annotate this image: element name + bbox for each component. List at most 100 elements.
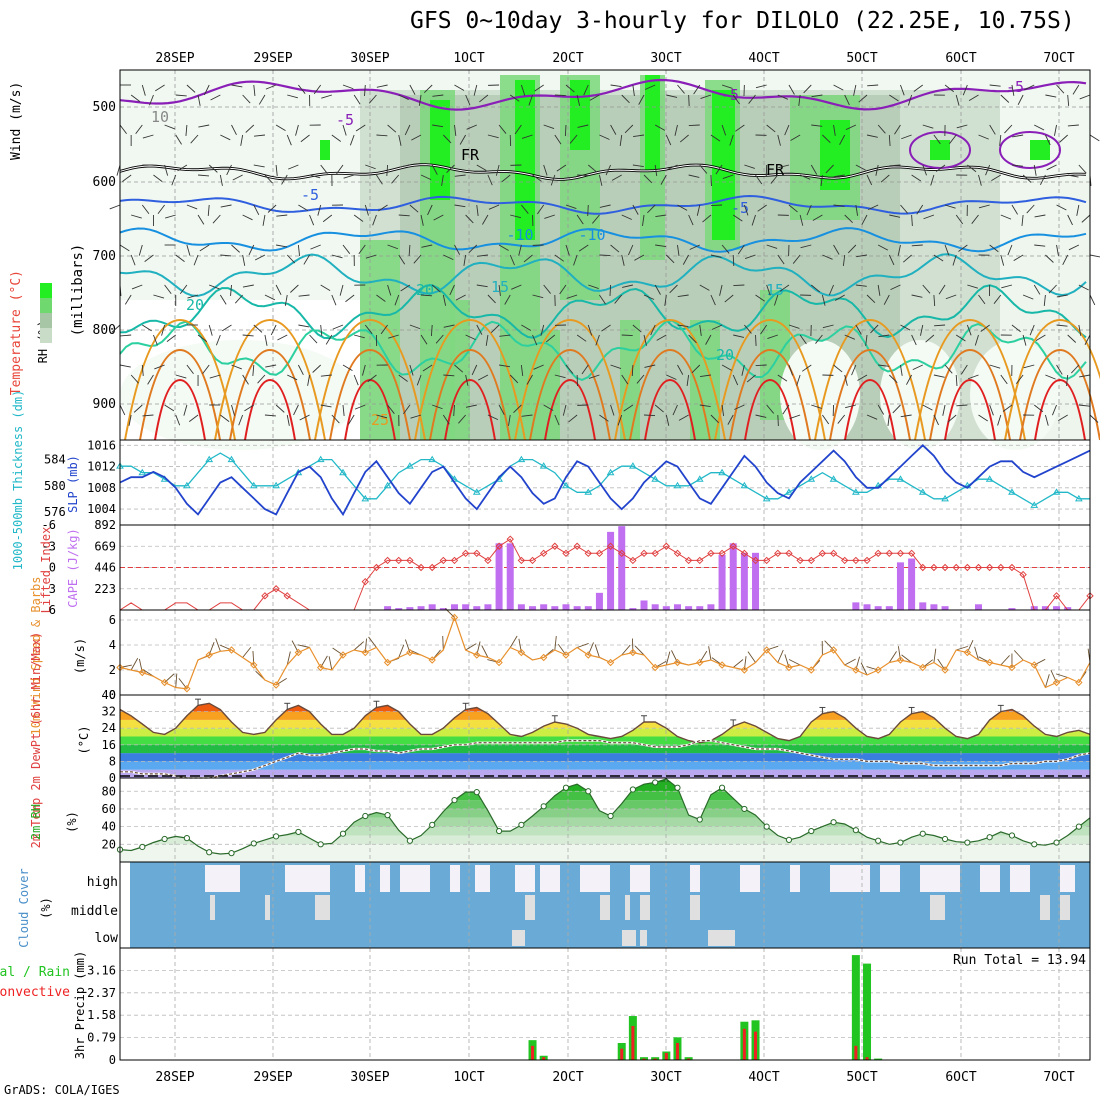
wind-barb <box>520 84 526 96</box>
wind10-barb <box>1044 674 1050 688</box>
wind-barb <box>601 324 611 332</box>
wind-barb <box>537 204 545 215</box>
wind-barb <box>589 94 600 101</box>
lifted-marker <box>930 563 938 572</box>
wind-barb <box>610 84 622 87</box>
wind-barb <box>422 364 433 372</box>
contour-cold-loop <box>999 131 1061 169</box>
wind-barb <box>219 294 227 305</box>
cape-bar <box>685 606 693 610</box>
wind-barb <box>801 364 812 372</box>
wind10-line-marker <box>272 681 280 689</box>
wind-barb <box>459 134 467 145</box>
rh2m-line-marker <box>629 786 636 793</box>
cloud-gap-high <box>1010 865 1030 892</box>
cape-bar <box>406 607 414 610</box>
wind-barb <box>655 214 667 217</box>
cloud-ylabel: Cloud Cover <box>17 868 31 947</box>
wind10-barb <box>860 662 868 676</box>
wind-barb <box>595 334 600 346</box>
wind-barb <box>889 94 899 102</box>
wind-barb <box>667 164 678 170</box>
wind-barb <box>845 404 856 409</box>
wind-barb <box>1056 84 1065 94</box>
wind-barb <box>543 284 551 294</box>
wind-barb <box>788 204 798 213</box>
rh-band <box>120 791 1090 801</box>
wind-barb <box>632 84 635 96</box>
wind10-line-marker <box>829 646 838 654</box>
wind-barb <box>208 164 218 173</box>
wind-barb <box>161 324 166 336</box>
wind-barb <box>275 124 286 132</box>
rh2m-line-marker <box>785 836 793 843</box>
slp-tick: 1012 <box>87 460 116 474</box>
wind-barb <box>955 214 964 225</box>
contour-warm <box>829 348 911 441</box>
wind-barb <box>887 414 890 426</box>
wind-barb <box>376 174 383 185</box>
wind-barb <box>242 334 254 337</box>
lifted-marker <box>718 549 726 558</box>
wind-barb <box>175 414 181 426</box>
wind-barb <box>442 414 450 425</box>
wind-barb <box>755 294 765 302</box>
wind-barb <box>777 94 789 100</box>
wind-barb <box>119 404 126 416</box>
lifted-marker <box>473 549 481 558</box>
wind-barb <box>699 374 711 377</box>
wind-barb <box>485 334 489 346</box>
wind-barb <box>495 164 500 176</box>
wind-barb <box>164 124 176 130</box>
thickness-line-marker <box>272 481 280 489</box>
rh2m-line-marker <box>674 784 681 791</box>
wind-barb <box>839 134 846 145</box>
wind10-barb <box>708 646 712 661</box>
wind-barb <box>677 294 689 297</box>
cloud-gap-mid <box>600 895 610 920</box>
wind-barb <box>851 364 857 376</box>
thickness-line-marker <box>673 481 682 489</box>
wind-barb <box>420 214 424 226</box>
wind-barb <box>498 244 509 251</box>
wind-barb <box>930 174 935 186</box>
wind-barb <box>343 174 355 179</box>
cloud-gap-mid <box>1060 895 1070 920</box>
wind-barb <box>911 294 923 298</box>
cape-bar <box>1041 606 1049 610</box>
lifted-marker <box>261 592 269 600</box>
precip-total-bar <box>851 955 860 1060</box>
rh2m-line-marker <box>964 839 971 846</box>
wind-barb <box>1089 294 1096 306</box>
wind-barb <box>231 84 243 88</box>
lifted-marker <box>406 556 414 565</box>
wind-barb <box>476 254 488 257</box>
wind-barb <box>588 284 599 290</box>
wind10-line-marker <box>473 651 481 659</box>
rh-shade <box>430 100 450 200</box>
cape-bar <box>495 543 503 610</box>
wind-barb <box>1029 324 1035 336</box>
thickness-line-marker <box>1008 488 1016 495</box>
wind10-line-marker <box>896 656 905 664</box>
wind-barb <box>267 204 277 213</box>
wind-barb <box>154 364 165 370</box>
wind-barb <box>380 324 388 335</box>
rh2m-line-marker <box>941 835 949 843</box>
wind-barb <box>166 334 177 342</box>
wind-barb <box>1017 94 1024 106</box>
wind-barb <box>476 324 483 335</box>
wind-barb <box>617 414 623 426</box>
wind-barb <box>342 244 351 254</box>
wind-barb <box>734 404 745 410</box>
wind-barb <box>303 254 310 265</box>
wind-barb <box>592 214 600 224</box>
wind10-units: (m/s) <box>73 638 87 674</box>
cape-bar <box>1030 606 1038 610</box>
wind-barb <box>699 284 710 291</box>
wind-barb <box>155 84 165 92</box>
lifted-marker <box>896 549 905 558</box>
rh2m-line-marker <box>1075 823 1082 830</box>
wind-barb <box>993 294 1002 304</box>
wind-barb <box>202 364 210 375</box>
